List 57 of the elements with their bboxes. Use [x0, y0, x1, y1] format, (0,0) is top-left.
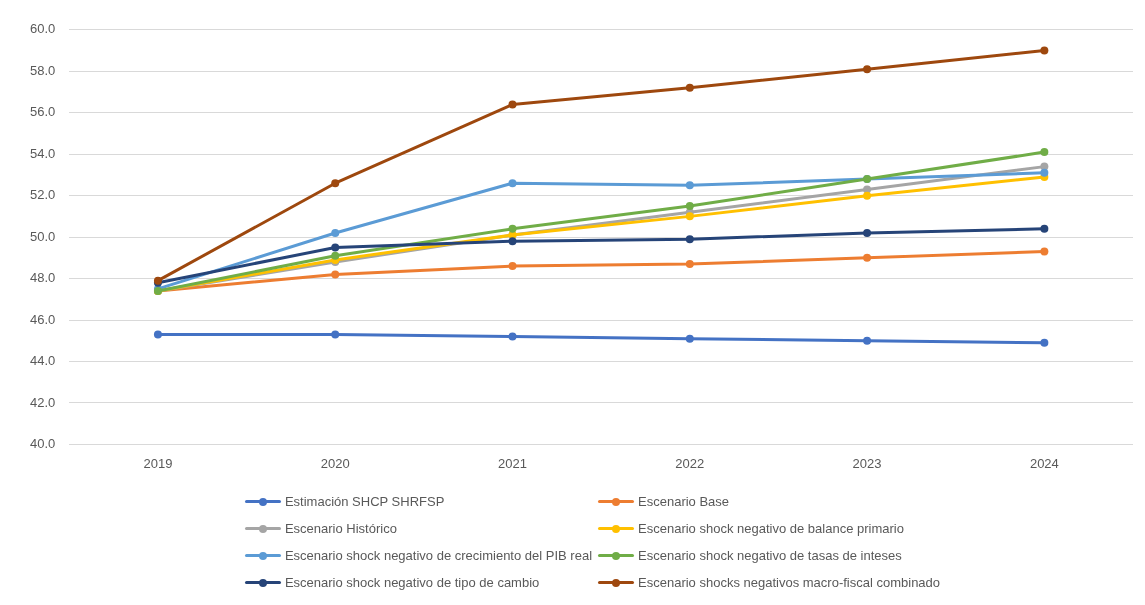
point — [508, 332, 517, 341]
y-tick-label: 60.0 — [29, 21, 56, 37]
point — [508, 237, 517, 246]
point — [685, 83, 694, 92]
point — [685, 334, 694, 343]
x-tick-label: 2020 — [320, 455, 350, 471]
point — [685, 260, 694, 269]
legend-label: Escenario Histórico — [284, 521, 397, 536]
point — [685, 212, 694, 221]
x-tick-label: 2021 — [498, 455, 527, 471]
x-tick-label: 2019 — [143, 455, 173, 471]
point — [1040, 338, 1049, 347]
legend-label: Escenario Base — [638, 494, 730, 509]
point — [331, 251, 340, 260]
point — [685, 235, 694, 244]
point — [331, 179, 340, 188]
point — [1040, 148, 1049, 157]
legend-label: Escenario shock negativo de crecimiento del PIB real — [284, 548, 593, 563]
legend-label: Estimación SHCP SHRFSP — [284, 494, 445, 509]
point — [508, 262, 517, 271]
point — [331, 228, 340, 237]
point — [863, 336, 872, 345]
x-tick-label: 2023 — [852, 455, 882, 471]
point — [863, 253, 872, 262]
point — [1040, 46, 1049, 55]
y-tick-label: 50.0 — [29, 228, 56, 244]
y-tick-label: 46.0 — [29, 311, 56, 327]
point — [153, 330, 162, 339]
point — [331, 270, 340, 279]
legend-label: Escenario shock negativo de balance primario — [638, 521, 904, 536]
point — [685, 202, 694, 211]
y-tick-label: 42.0 — [29, 394, 56, 410]
y-tick-label: 40.0 — [29, 435, 56, 451]
y-tick-label: 44.0 — [29, 353, 56, 369]
point — [508, 179, 517, 188]
x-tick-label: 2022 — [675, 455, 705, 471]
point — [1040, 247, 1049, 256]
point — [331, 330, 340, 339]
y-tick-label: 52.0 — [29, 187, 56, 203]
y-tick-label: 48.0 — [29, 270, 56, 286]
point — [863, 191, 872, 200]
legend-label: Escenario shock negativo de tasas de inteses — [638, 548, 902, 563]
y-tick-label: 56.0 — [29, 104, 56, 120]
point — [863, 65, 872, 74]
point — [1040, 224, 1049, 233]
legend-label: Escenario shocks negativos macro-fiscal combinado — [638, 575, 941, 590]
point — [863, 228, 872, 237]
point — [331, 243, 340, 252]
y-tick-label: 54.0 — [29, 145, 56, 161]
x-tick-label: 2024 — [1029, 455, 1059, 471]
point — [1040, 168, 1049, 177]
legend-label: Escenario shock negativo de tipo de cambio — [284, 575, 540, 590]
point — [508, 100, 517, 109]
point — [508, 224, 517, 233]
point — [863, 185, 872, 194]
point — [685, 181, 694, 190]
y-tick-label: 58.0 — [29, 62, 56, 78]
